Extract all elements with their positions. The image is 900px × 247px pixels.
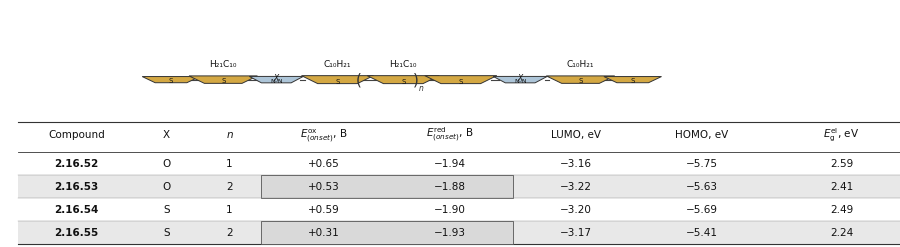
Text: 2.59: 2.59 [830, 159, 853, 168]
Text: +0.59: +0.59 [308, 205, 340, 215]
Text: −3.20: −3.20 [560, 205, 592, 215]
Text: −5.69: −5.69 [686, 205, 718, 215]
Text: 1: 1 [226, 205, 233, 215]
Polygon shape [493, 76, 547, 83]
Text: −1.88: −1.88 [434, 182, 466, 192]
Polygon shape [189, 76, 257, 83]
Text: 2.24: 2.24 [830, 228, 853, 238]
Text: S: S [579, 79, 582, 84]
Text: 2.49: 2.49 [830, 205, 853, 215]
Text: S: S [631, 78, 634, 84]
Text: S: S [169, 78, 173, 84]
Text: 2: 2 [226, 182, 233, 192]
Text: n: n [418, 84, 424, 93]
Polygon shape [302, 76, 373, 84]
Text: N–N: N–N [270, 79, 283, 84]
Text: +0.53: +0.53 [308, 182, 340, 192]
FancyBboxPatch shape [261, 175, 513, 198]
Text: S: S [163, 205, 170, 215]
Text: ): ) [413, 72, 418, 87]
Text: $n$: $n$ [226, 130, 233, 140]
Text: LUMO, eV: LUMO, eV [551, 130, 601, 140]
Text: −5.63: −5.63 [686, 182, 718, 192]
Text: X: X [163, 130, 170, 140]
Text: −1.90: −1.90 [434, 205, 466, 215]
Text: −5.75: −5.75 [686, 159, 718, 168]
Text: −3.22: −3.22 [560, 182, 592, 192]
Text: X: X [518, 75, 523, 83]
Polygon shape [142, 77, 200, 83]
Text: O: O [162, 159, 171, 168]
Text: X: X [274, 75, 279, 83]
Text: 2.16.55: 2.16.55 [54, 228, 99, 238]
Text: $E^{\rm el}_{\rm g}$, eV: $E^{\rm el}_{\rm g}$, eV [824, 126, 859, 144]
Text: +0.31: +0.31 [308, 228, 340, 238]
Text: −3.16: −3.16 [560, 159, 592, 168]
FancyBboxPatch shape [18, 221, 900, 245]
Text: S: S [163, 228, 170, 238]
Text: HOMO, eV: HOMO, eV [675, 130, 729, 140]
Text: −5.41: −5.41 [686, 228, 718, 238]
Text: 2: 2 [226, 228, 233, 238]
Text: H₂₁C₁₀: H₂₁C₁₀ [390, 60, 417, 69]
Polygon shape [249, 76, 303, 83]
Text: C₁₀H₂₁: C₁₀H₂₁ [324, 60, 351, 69]
Text: +0.65: +0.65 [308, 159, 340, 168]
Polygon shape [546, 76, 615, 83]
Text: $E^{\rm red}_{(onset)}$, B: $E^{\rm red}_{(onset)}$, B [427, 126, 473, 144]
Text: S: S [459, 79, 463, 85]
Polygon shape [367, 76, 439, 84]
Text: $E^{\rm ox}_{(onset)}$, B: $E^{\rm ox}_{(onset)}$, B [301, 127, 347, 144]
Text: −3.17: −3.17 [560, 228, 592, 238]
Text: 2.41: 2.41 [830, 182, 853, 192]
Text: O: O [162, 182, 171, 192]
Text: −1.94: −1.94 [434, 159, 466, 168]
Text: (: ( [356, 72, 361, 87]
Text: −1.93: −1.93 [434, 228, 466, 238]
Text: S: S [401, 79, 405, 85]
Text: 1: 1 [226, 159, 233, 168]
FancyBboxPatch shape [18, 175, 900, 198]
Text: S: S [336, 79, 339, 85]
Text: H₂₁C₁₀: H₂₁C₁₀ [210, 60, 237, 69]
Polygon shape [425, 76, 497, 84]
Text: 2.16.53: 2.16.53 [54, 182, 99, 192]
Text: C₁₀H₂₁: C₁₀H₂₁ [567, 60, 594, 69]
Text: 2.16.52: 2.16.52 [54, 159, 99, 168]
FancyBboxPatch shape [261, 221, 513, 245]
Text: Compound: Compound [48, 130, 105, 140]
Polygon shape [604, 77, 662, 83]
Text: S: S [221, 79, 225, 84]
Text: 2.16.54: 2.16.54 [54, 205, 99, 215]
Text: N–N: N–N [514, 79, 526, 84]
